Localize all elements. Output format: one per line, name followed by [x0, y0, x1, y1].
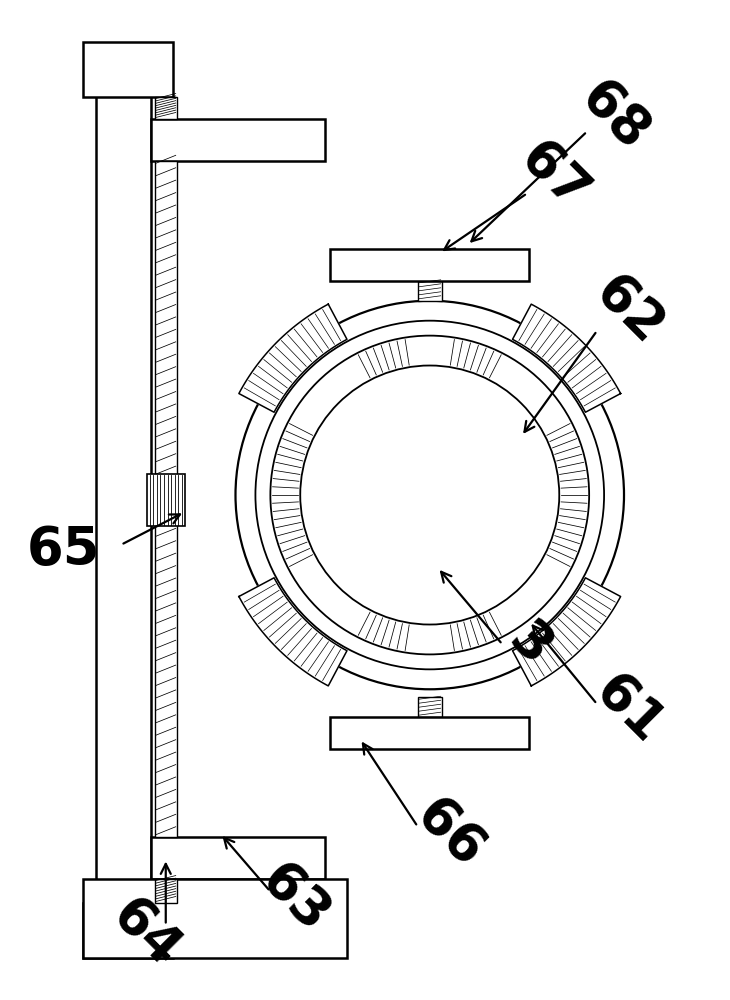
- Bar: [418, 697, 442, 717]
- Bar: [96, 62, 151, 943]
- Bar: [147, 474, 185, 526]
- Bar: [151, 119, 325, 161]
- Polygon shape: [512, 304, 620, 412]
- Bar: [83, 42, 173, 97]
- Bar: [83, 879, 347, 958]
- Bar: [330, 249, 529, 281]
- Bar: [155, 161, 177, 837]
- Polygon shape: [239, 578, 347, 686]
- Bar: [83, 903, 173, 958]
- Text: 62: 62: [585, 266, 673, 355]
- Text: 66: 66: [405, 789, 494, 878]
- Circle shape: [300, 366, 559, 625]
- Bar: [330, 717, 529, 749]
- Polygon shape: [239, 304, 347, 412]
- Text: 65: 65: [26, 524, 100, 576]
- Text: 67: 67: [510, 132, 599, 221]
- Circle shape: [310, 375, 549, 615]
- Text: 68: 68: [569, 72, 658, 161]
- Circle shape: [270, 336, 589, 654]
- Text: 63: 63: [251, 854, 339, 943]
- Bar: [151, 837, 325, 879]
- Polygon shape: [512, 578, 620, 686]
- Text: 61: 61: [585, 665, 673, 754]
- Circle shape: [236, 301, 624, 689]
- Bar: [155, 97, 177, 119]
- Bar: [418, 281, 442, 301]
- Text: 3: 3: [498, 613, 561, 676]
- Bar: [155, 879, 177, 903]
- Text: 64: 64: [101, 889, 190, 978]
- Circle shape: [255, 321, 604, 669]
